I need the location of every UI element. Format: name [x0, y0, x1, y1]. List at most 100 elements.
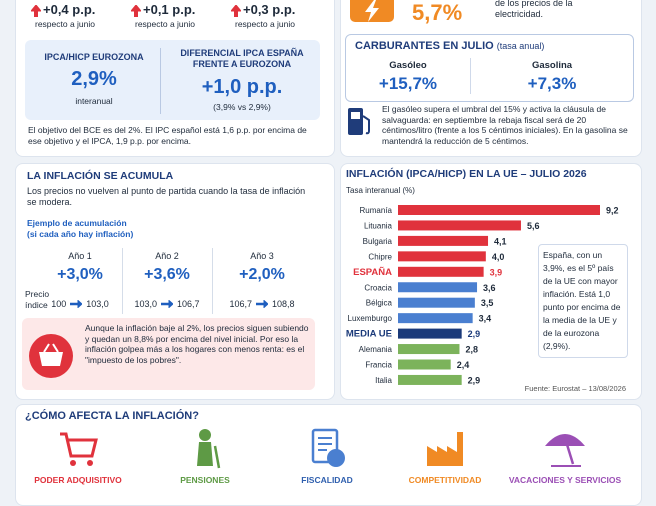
arrow-shape	[231, 5, 241, 17]
bar	[398, 205, 600, 215]
ecb-note: El objetivo del BCE es del 2%. El IPC es…	[28, 125, 307, 146]
factory-icon	[427, 432, 463, 466]
value-label: 3,4	[479, 314, 492, 324]
eurozone-title: IPCA/HICP EUROZONA	[44, 52, 144, 62]
impact-icons	[60, 428, 585, 469]
pump-icon	[348, 108, 370, 135]
row-label: Precio índice	[25, 289, 50, 310]
tax-icon	[311, 428, 345, 467]
arrow-shape	[70, 300, 83, 308]
arrow-shape	[256, 300, 268, 308]
arrow-icon	[31, 5, 41, 17]
value-label: 2,9	[468, 375, 481, 385]
value-label: 2,4	[457, 360, 470, 370]
bar	[398, 328, 462, 339]
cart-icon	[60, 432, 98, 466]
divider	[122, 248, 123, 314]
value-label: 4,1	[494, 236, 507, 246]
category-label: Bulgaria	[363, 237, 393, 246]
arrow-icon	[161, 300, 173, 308]
price-from: 100	[51, 299, 67, 309]
change-label: respecto a junio	[34, 19, 95, 29]
category-label: Bélgica	[366, 299, 393, 308]
fuel-heading: CARBURANTES EN JULIO (tasa anual)	[355, 40, 544, 52]
category-label: ESPAÑA	[353, 267, 392, 278]
accumulation-intro: Los precios no vuelven al punto de parti…	[27, 186, 306, 207]
price-to: 108,8	[272, 299, 295, 309]
pension-icon	[197, 429, 221, 469]
bar	[398, 359, 451, 370]
change-value: +0,1 p.p.	[143, 2, 196, 17]
value-label: 3,6	[483, 283, 496, 293]
year-price: 106,7 108,8	[217, 299, 307, 309]
divider	[212, 248, 213, 314]
chart-title: INFLACIÓN (IPCA/HICP) EN LA UE – JULIO 2…	[346, 167, 587, 180]
impact-label: PODER ADQUISITIVO	[34, 475, 122, 485]
arrow-shape	[161, 300, 173, 308]
arrow-icon	[70, 300, 83, 308]
chart-source: Fuente: Eurostat – 13/08/2026	[525, 384, 626, 393]
chart-subtitle: Tasa interanual (%)	[346, 186, 415, 195]
arrow-icon	[231, 5, 241, 17]
value-label: 5,6	[527, 221, 540, 231]
bar	[398, 235, 489, 246]
change-value: +0,4 p.p.	[43, 2, 96, 17]
category-label: MEDIA UE	[346, 329, 392, 340]
value-label: 2,9	[468, 329, 481, 339]
category-label: Francia	[365, 361, 392, 370]
impact-label: PENSIONES	[180, 475, 230, 485]
bar	[398, 266, 484, 277]
fuel-value: +15,7%	[378, 74, 438, 93]
eurozone-value: 2,9%	[71, 68, 117, 90]
infographic: { "top_changes": [ {"value": "+0,4 p.p."…	[15, 0, 642, 506]
warning-text: Aunque la inflación baje al 2%, los prec…	[85, 323, 309, 365]
bar	[398, 297, 475, 308]
change-value: +0,3 p.p.	[243, 2, 296, 17]
differential-label: (3,9% vs 2,9%)	[213, 102, 271, 112]
umbrella-icon	[545, 434, 585, 467]
category-label: Rumanía	[360, 206, 393, 215]
price-from: 103,0	[134, 299, 157, 309]
price-to: 106,7	[177, 299, 200, 309]
change-label: respecto a junio	[234, 19, 295, 29]
price-from: 106,7	[229, 299, 252, 309]
chart-note: España, con un 3,9%, es el 5º país de la…	[538, 244, 628, 358]
category-label: Alemania	[359, 345, 393, 354]
eurozone-box	[25, 40, 320, 120]
year-name: Año 2	[155, 251, 179, 261]
category-label: Luxemburgo	[348, 314, 393, 323]
fuel-name: Gasóleo	[389, 60, 427, 71]
fuel-subtitle: (tasa anual)	[496, 41, 545, 51]
year-name: Año 1	[68, 251, 92, 261]
electricity-value: 5,7%	[412, 0, 463, 25]
electricity-label: de los precios de la electricidad.	[495, 0, 573, 19]
example-subtitle: (si cada año hay inflación)	[27, 229, 134, 239]
value-label: 4,0	[492, 252, 505, 262]
year-rate: +2,0%	[239, 266, 285, 283]
category-label: Croacia	[364, 283, 392, 292]
bar	[398, 282, 478, 293]
page: Inflación html, body { margin: 0; paddin…	[15, 0, 642, 506]
divider	[470, 58, 471, 94]
accumulation-title: LA INFLACIÓN SE ACUMULA	[27, 170, 174, 182]
bar	[398, 313, 473, 324]
differential-value: +1,0 p.p.	[201, 76, 283, 98]
value-label: 3,5	[481, 298, 494, 308]
value-label: 9,2	[606, 206, 619, 216]
bar	[398, 344, 460, 355]
change-label: respecto a junio	[134, 19, 195, 29]
fuel-note: El gasóleo supera el umbral del 15% y ac…	[382, 104, 628, 146]
impacts-title: ¿CÓMO AFECTA LA INFLACIÓN?	[25, 410, 199, 422]
bar	[398, 374, 462, 385]
year-rate: +3,6%	[144, 266, 190, 283]
fuel-title: CARBURANTES EN JULIO	[355, 40, 494, 52]
energy-card	[340, 0, 642, 157]
arrow-icon	[131, 5, 141, 17]
divider	[160, 48, 161, 114]
arrow-shape	[131, 5, 141, 17]
bar	[398, 220, 521, 231]
value-label: 2,8	[465, 345, 478, 355]
fuel-name: Gasolina	[531, 60, 573, 71]
fuel-box	[345, 34, 634, 102]
year-price: 100 103,0	[35, 299, 125, 309]
